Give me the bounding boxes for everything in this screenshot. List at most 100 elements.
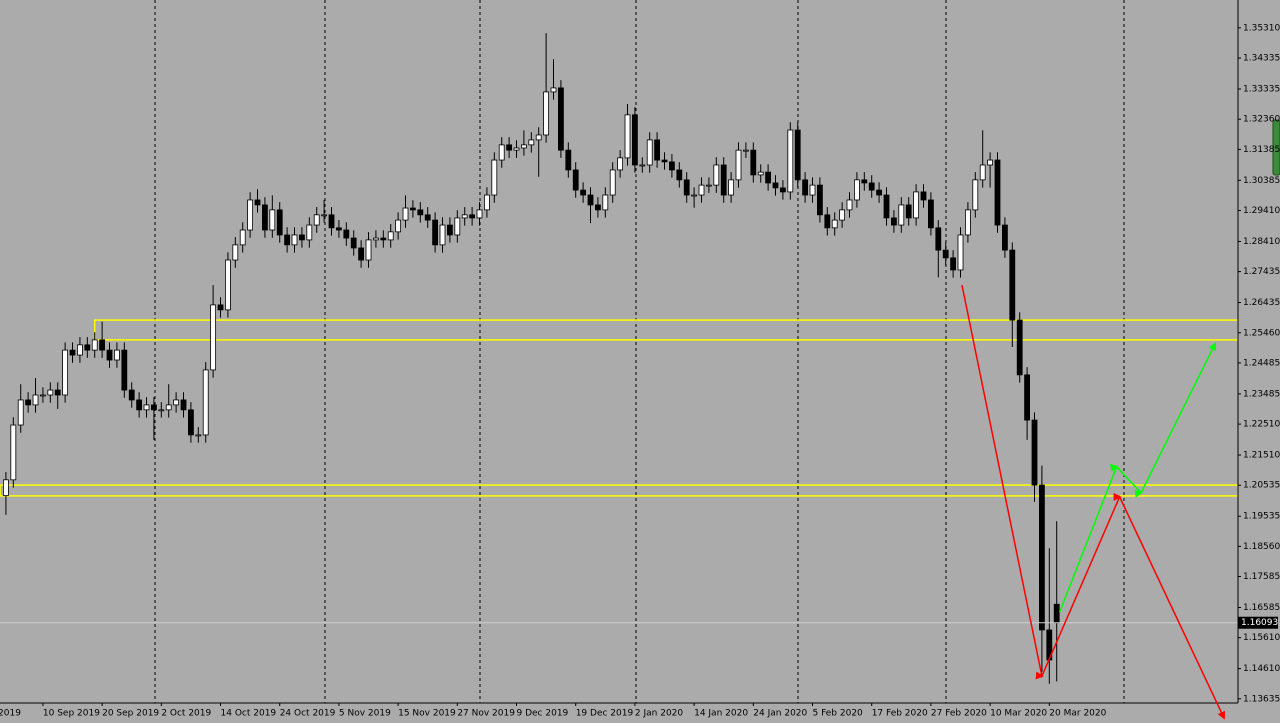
current-price-label: 1.16093 xyxy=(1241,618,1278,628)
x-tick-label: 5 Nov 2019 xyxy=(339,709,391,719)
zone xyxy=(0,484,1238,497)
candle-body xyxy=(158,409,165,412)
candle-body xyxy=(950,257,957,271)
candle-body xyxy=(646,139,653,166)
candle-body xyxy=(99,339,106,351)
candle-body xyxy=(743,149,749,152)
candle-body xyxy=(595,204,601,211)
candle-body xyxy=(151,404,157,411)
candle-body xyxy=(454,217,461,236)
candle-body xyxy=(328,214,335,229)
candle-body xyxy=(424,214,431,221)
candle-body xyxy=(994,159,1001,226)
y-tick-label: 1.28410 xyxy=(1243,237,1280,247)
y-tick-label: 1.26435 xyxy=(1243,298,1280,308)
candle-body xyxy=(965,209,971,236)
candle-body xyxy=(40,394,46,397)
candle-body xyxy=(609,169,616,196)
candle-body xyxy=(498,144,505,161)
candle-body xyxy=(920,191,927,201)
y-tick-label: 1.13635 xyxy=(1243,694,1280,704)
y-tick-label: 1.34335 xyxy=(1243,54,1280,64)
y-tick-label: 1.25460 xyxy=(1243,328,1280,338)
candle-body xyxy=(1039,484,1045,631)
candle-body xyxy=(868,182,875,191)
y-tick-label: 1.33335 xyxy=(1243,84,1280,94)
candle-body xyxy=(972,179,979,211)
candle-body xyxy=(262,204,268,231)
y-tick-label: 1.21510 xyxy=(1243,451,1280,461)
trend-arrow xyxy=(961,284,1225,720)
y-tick-label: 1.31385 xyxy=(1243,145,1280,155)
x-tick-label: 24 Jan 2020 xyxy=(753,709,807,719)
candle-body xyxy=(506,144,513,151)
candle-body xyxy=(247,199,254,231)
y-tick-label: 1.16585 xyxy=(1243,603,1280,613)
candle-body xyxy=(17,399,24,426)
candle-body xyxy=(91,339,98,351)
x-tick-label: 20 Sep 2019 xyxy=(102,709,159,719)
candle-body xyxy=(10,424,17,481)
candle-body xyxy=(617,157,624,171)
candle-body xyxy=(957,234,964,271)
candle-body xyxy=(891,217,897,226)
y-tick-label: 1.14610 xyxy=(1243,664,1280,674)
candle-body xyxy=(794,129,801,181)
candle-body xyxy=(905,204,912,219)
candle-body xyxy=(861,179,868,184)
trend-arrow xyxy=(1058,342,1216,613)
candle-body xyxy=(831,219,838,229)
x-tick-label: 5 Feb 2020 xyxy=(813,709,864,719)
candle-body xyxy=(195,434,202,437)
candle-body xyxy=(269,209,276,231)
y-tick-label: 1.30385 xyxy=(1243,176,1280,186)
candle-body xyxy=(987,159,994,166)
candle-body xyxy=(395,219,402,233)
candle-body xyxy=(336,227,342,231)
candle-body xyxy=(254,199,261,206)
candle-body xyxy=(365,239,372,261)
candle-body xyxy=(232,244,239,261)
candle-body xyxy=(928,199,934,229)
candle-body xyxy=(47,389,54,396)
x-tick-label: ug 2019 xyxy=(0,709,21,719)
candle-body xyxy=(202,369,209,436)
candle-body xyxy=(898,204,905,226)
candle-body xyxy=(69,349,76,356)
candle-body xyxy=(935,227,942,251)
scroll-indicator[interactable] xyxy=(1272,119,1280,176)
candle-body xyxy=(180,399,187,411)
y-tick-label: 1.18560 xyxy=(1243,542,1280,552)
candle-body xyxy=(217,304,224,311)
candle-body xyxy=(602,194,609,211)
candle-body xyxy=(691,194,698,197)
candle-body xyxy=(128,389,135,401)
x-tick-label: 2 Oct 2019 xyxy=(161,709,211,719)
candle-body xyxy=(802,179,809,196)
candle-body xyxy=(839,209,846,221)
y-tick-label: 1.23485 xyxy=(1243,389,1280,399)
candle-body xyxy=(683,179,690,196)
candle-body xyxy=(114,349,120,361)
candle-body xyxy=(669,161,675,171)
candle-body xyxy=(410,207,416,211)
candle-body xyxy=(343,229,350,239)
candle-body xyxy=(239,229,246,246)
candle-body xyxy=(291,234,298,246)
y-tick-label: 1.17585 xyxy=(1243,572,1280,582)
candle-body xyxy=(284,234,291,246)
candle-body xyxy=(854,179,860,201)
y-tick-label: 1.15610 xyxy=(1243,633,1280,643)
candle-body xyxy=(350,237,357,249)
x-tick-label: 14 Jan 2020 xyxy=(694,709,748,719)
candle-body xyxy=(121,349,128,391)
candle-body xyxy=(491,159,498,196)
candle-body xyxy=(706,184,712,187)
candle-body xyxy=(587,194,594,206)
candle-body xyxy=(402,207,409,221)
y-tick-label: 1.19535 xyxy=(1243,512,1280,522)
candle-body xyxy=(979,164,986,181)
candle-body xyxy=(373,237,379,241)
